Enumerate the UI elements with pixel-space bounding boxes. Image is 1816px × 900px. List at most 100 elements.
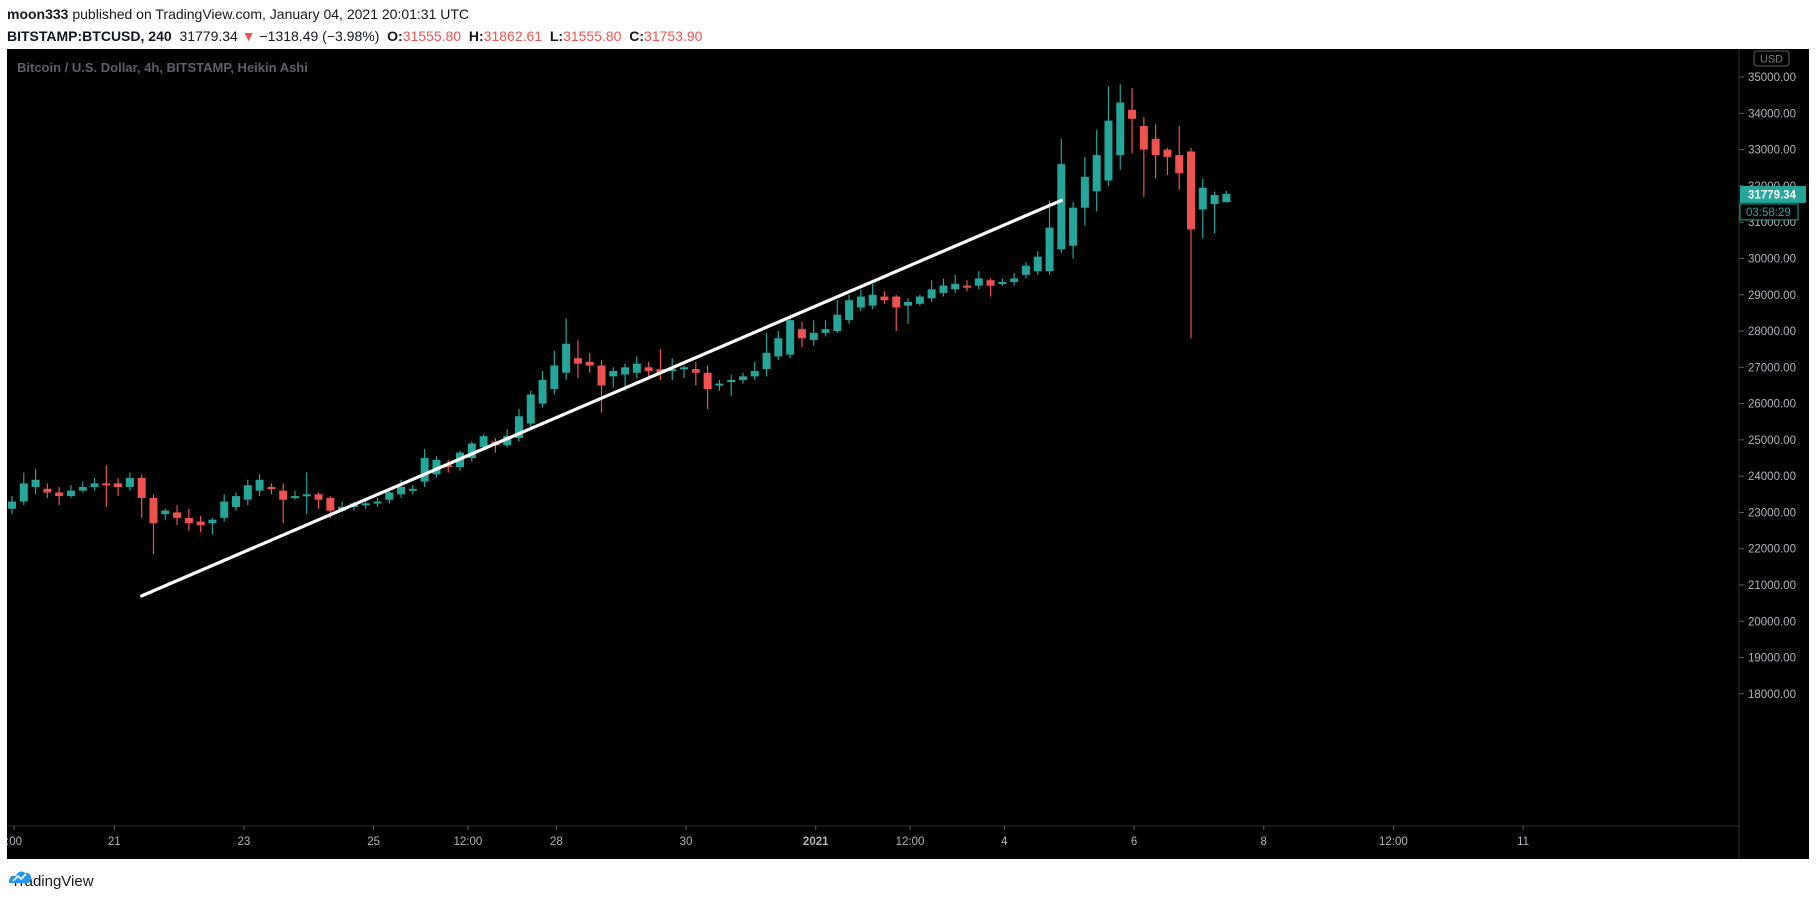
- x-tick-label: 4: [1001, 836, 1008, 848]
- candlestick-chart[interactable]: 35000.0034000.0033000.0032000.0031000.00…: [7, 49, 1809, 859]
- candle-body: [738, 376, 747, 381]
- candle-body: [1210, 194, 1219, 205]
- candle-body: [149, 497, 158, 524]
- candle-body: [1222, 193, 1231, 203]
- candle-body: [632, 363, 641, 373]
- open-value: 31555.80: [402, 28, 462, 44]
- candle-body: [868, 294, 877, 306]
- candle-body: [1021, 265, 1030, 275]
- candle-body: [1033, 256, 1042, 272]
- candle-body: [114, 483, 123, 488]
- candle-body: [951, 283, 960, 290]
- y-tick-label: 21000.00: [1748, 580, 1796, 592]
- y-tick-label: 20000.00: [1748, 616, 1796, 628]
- y-tick-label: 34000.00: [1748, 108, 1796, 120]
- candle-body: [856, 296, 865, 308]
- y-tick-label: 27000.00: [1748, 362, 1796, 374]
- candle-body: [1010, 278, 1019, 283]
- candle-body: [78, 487, 87, 491]
- candle-body: [1080, 176, 1089, 208]
- publish-line: moon333 published on TradingView.com, Ja…: [7, 6, 469, 22]
- x-tick-label: 12:00: [454, 836, 483, 848]
- open-label: O:: [387, 28, 403, 44]
- candle-body: [680, 367, 689, 370]
- x-tick-label: :00: [7, 836, 22, 848]
- chart-area[interactable]: 35000.0034000.0033000.0032000.0031000.00…: [7, 49, 1809, 859]
- candle-body: [208, 519, 217, 524]
- candle-body: [1163, 149, 1172, 157]
- y-tick-label: 19000.00: [1748, 653, 1796, 665]
- candle-body: [550, 365, 559, 390]
- candle-body: [420, 458, 429, 482]
- candle-body: [962, 285, 971, 288]
- candle-body: [526, 394, 535, 424]
- candle-body: [644, 367, 653, 371]
- candle-body: [1128, 109, 1137, 119]
- candle-body: [998, 282, 1007, 285]
- chart-title: Bitcoin / U.S. Dollar, 4h, BITSTAMP, Hei…: [17, 60, 308, 75]
- x-tick-label: 12:00: [1379, 836, 1408, 848]
- candle-body: [774, 338, 783, 357]
- candle-body: [408, 488, 417, 491]
- candle-body: [727, 380, 736, 383]
- candle-body: [939, 285, 948, 293]
- candle-body: [809, 332, 818, 341]
- candle-body: [1116, 102, 1125, 156]
- candle-body: [750, 370, 759, 377]
- candle-body: [290, 496, 299, 499]
- x-tick-label: 12:00: [896, 836, 925, 848]
- last-price-tag: [1740, 185, 1806, 203]
- candle-body: [786, 320, 795, 355]
- y-tick-label: 29000.00: [1748, 290, 1796, 302]
- x-tick-label: 23: [238, 836, 251, 848]
- candle-body: [1151, 138, 1160, 156]
- candle-body: [279, 490, 288, 500]
- last-price-label: 31779.34: [1748, 189, 1797, 201]
- candle-body: [243, 485, 252, 500]
- symbol-label: BITSTAMP:BTCUSD, 240: [7, 28, 172, 44]
- candle-body: [314, 494, 323, 500]
- candle-body: [585, 361, 594, 366]
- candle-body: [1045, 227, 1054, 272]
- x-tick-label: 6: [1131, 836, 1137, 848]
- countdown-label: 03:58:29: [1746, 207, 1791, 219]
- candle-body: [326, 497, 335, 511]
- candle-body: [90, 483, 99, 488]
- price-change: −1318.49 (−3.98%): [259, 28, 380, 44]
- candle-body: [833, 314, 842, 332]
- candle-body: [904, 302, 913, 306]
- candle-body: [1198, 187, 1207, 210]
- candle-body: [432, 459, 441, 475]
- candle-body: [125, 477, 134, 488]
- candle-body: [562, 343, 571, 373]
- candle-body: [444, 465, 453, 468]
- candle-body: [514, 416, 523, 439]
- x-tick-label: 30: [680, 836, 693, 848]
- candle-body: [102, 483, 111, 486]
- author-name[interactable]: moon333: [7, 6, 69, 22]
- x-tick-label: 11: [1517, 836, 1529, 848]
- candle-body: [573, 358, 582, 364]
- candle-body: [385, 492, 394, 500]
- candle-body: [137, 477, 146, 498]
- currency-badge: [1753, 50, 1790, 67]
- publish-info: published on TradingView.com, January 04…: [72, 6, 470, 22]
- y-tick-label: 24000.00: [1748, 471, 1796, 483]
- candle-body: [43, 488, 52, 493]
- candle-body: [479, 436, 488, 448]
- candle-body: [538, 380, 547, 404]
- tradingview-logo-icon[interactable]: [7, 868, 33, 886]
- candle-body: [55, 492, 64, 497]
- candle-body: [880, 296, 889, 301]
- candle-body: [302, 494, 311, 497]
- candle-body: [974, 278, 983, 286]
- candle-body: [703, 372, 712, 390]
- candle-body: [1175, 155, 1184, 174]
- candle-body: [609, 370, 618, 377]
- tradingview-brand[interactable]: TradingView: [11, 872, 94, 890]
- x-tick-label: 8: [1261, 836, 1267, 848]
- candle-body: [691, 369, 700, 373]
- candle-body: [373, 501, 382, 504]
- x-tick-label: 28: [550, 836, 563, 848]
- y-tick-label: 26000.00: [1748, 399, 1796, 411]
